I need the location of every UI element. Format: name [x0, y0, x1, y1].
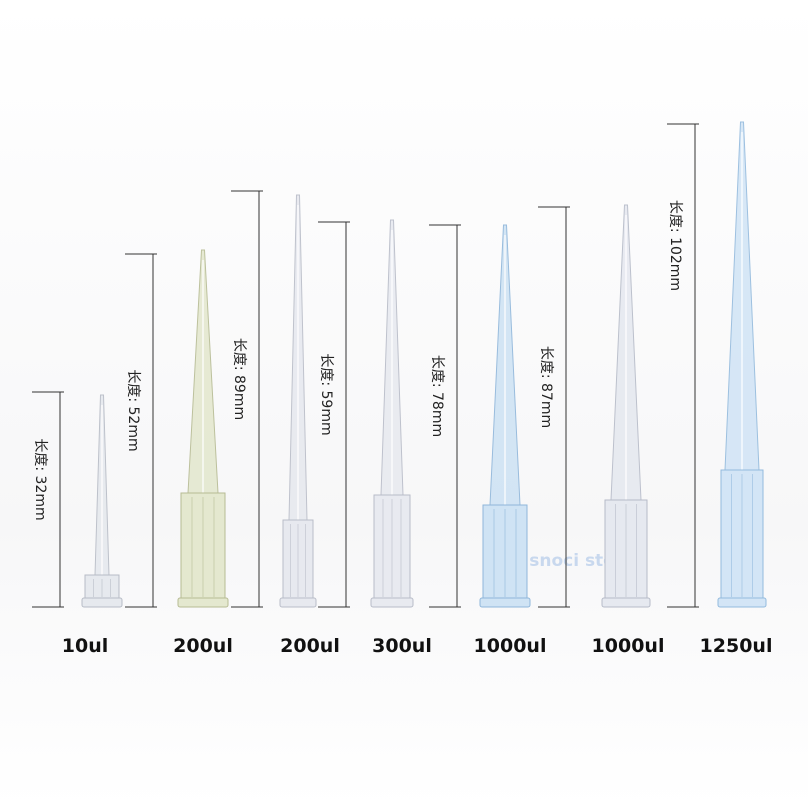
- pipette-tip: [601, 204, 651, 608]
- pipette-tip: [717, 121, 767, 608]
- length-label: 长度: 87mm: [538, 346, 554, 428]
- tip-rim: [177, 597, 229, 608]
- tip-rim: [479, 597, 531, 608]
- tip-rim: [81, 597, 123, 608]
- pipette-tip: [479, 224, 531, 608]
- pipette-tip: [370, 219, 414, 608]
- volume-label: 10ul: [62, 635, 108, 657]
- length-label: 长度: 102mm: [667, 200, 683, 291]
- volume-label: 1250ul: [700, 635, 773, 657]
- length-label: 长度: 32mm: [32, 438, 48, 520]
- volume-label: 300ul: [372, 635, 432, 657]
- volume-label: 1000ul: [474, 635, 547, 657]
- tip-rim: [717, 597, 767, 608]
- pipette-tip: [177, 249, 229, 608]
- length-label: 长度: 78mm: [429, 355, 445, 437]
- pipette-tip: [81, 394, 123, 608]
- pipette-tip: [279, 194, 317, 608]
- volume-label: 200ul: [173, 635, 233, 657]
- volume-label: 200ul: [280, 635, 340, 657]
- tip-rim: [279, 597, 317, 608]
- length-label: 长度: 89mm: [231, 338, 247, 420]
- tip-rim: [601, 597, 651, 608]
- tip-rim: [370, 597, 414, 608]
- length-label: 长度: 59mm: [318, 353, 334, 435]
- volume-label: 1000ul: [592, 635, 665, 657]
- length-label: 长度: 52mm: [125, 369, 141, 451]
